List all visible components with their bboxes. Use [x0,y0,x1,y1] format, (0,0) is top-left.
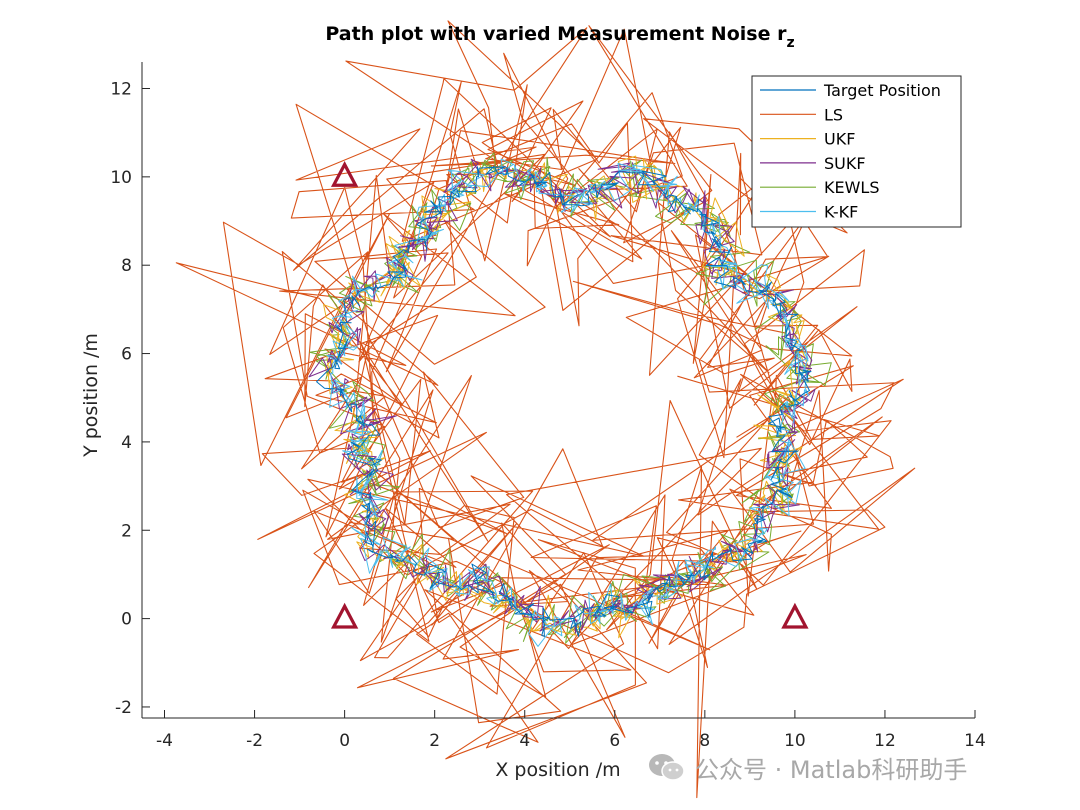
legend-label-ukf: UKF [824,130,855,149]
legend-label-ls: LS [824,105,843,124]
legend-label-k-kf: K-KF [824,203,858,222]
wechat-icon [649,753,685,781]
y-tick-label: -2 [115,698,132,718]
anchor-marker-3 [781,602,809,629]
y-tick-label: 6 [121,345,132,365]
x-axis-label: X position /m [495,759,620,781]
x-tick-label: 8 [699,731,710,751]
x-tick-label: 14 [964,731,986,751]
series-line-ls [175,20,916,799]
x-tick-label: 10 [784,731,806,751]
legend-label-sukf: SUKF [824,154,866,173]
x-tick-label: 6 [609,731,620,751]
series-lines [175,20,916,799]
x-tick-label: 12 [874,731,896,751]
watermark-text: 公众号 · Matlab科研助手 [695,756,968,784]
x-tick-label: 2 [429,731,440,751]
y-tick-label: 12 [110,80,132,100]
series-line-sukf [308,158,816,634]
axes: -4 -2 0 2 4 6 8 10 12 14 -2 0 2 4 6 8 10 12 [110,62,986,751]
chart-title: Path plot with varied Measurement Noise … [325,23,794,51]
y-axis-label: Y position /m [80,333,102,458]
y-tick-label: 0 [121,610,132,630]
legend-label-target-position: Target Position [823,81,941,100]
y-tick-label: 8 [121,256,132,276]
legend-label-kewls: KEWLS [824,178,880,197]
series-line-k-kf [326,158,810,647]
x-tick-label: 0 [339,731,350,751]
x-tick-label: -4 [156,731,173,751]
x-tick-label: 4 [519,731,530,751]
legend: Target Position LS UKF SUKF KEWLS K-KF [751,75,962,228]
series-line-target-position [316,165,812,637]
anchor-marker-1 [330,161,359,187]
y-tick-label: 10 [110,168,132,188]
x-tick-label: -2 [246,731,263,751]
y-tick-label: 2 [121,521,132,541]
anchor-marker-2 [330,602,359,629]
y-tick-label: 4 [121,433,132,453]
anchor-markers [330,161,809,629]
watermark: 公众号 · Matlab科研助手 [647,750,967,785]
legend-box [751,75,962,228]
